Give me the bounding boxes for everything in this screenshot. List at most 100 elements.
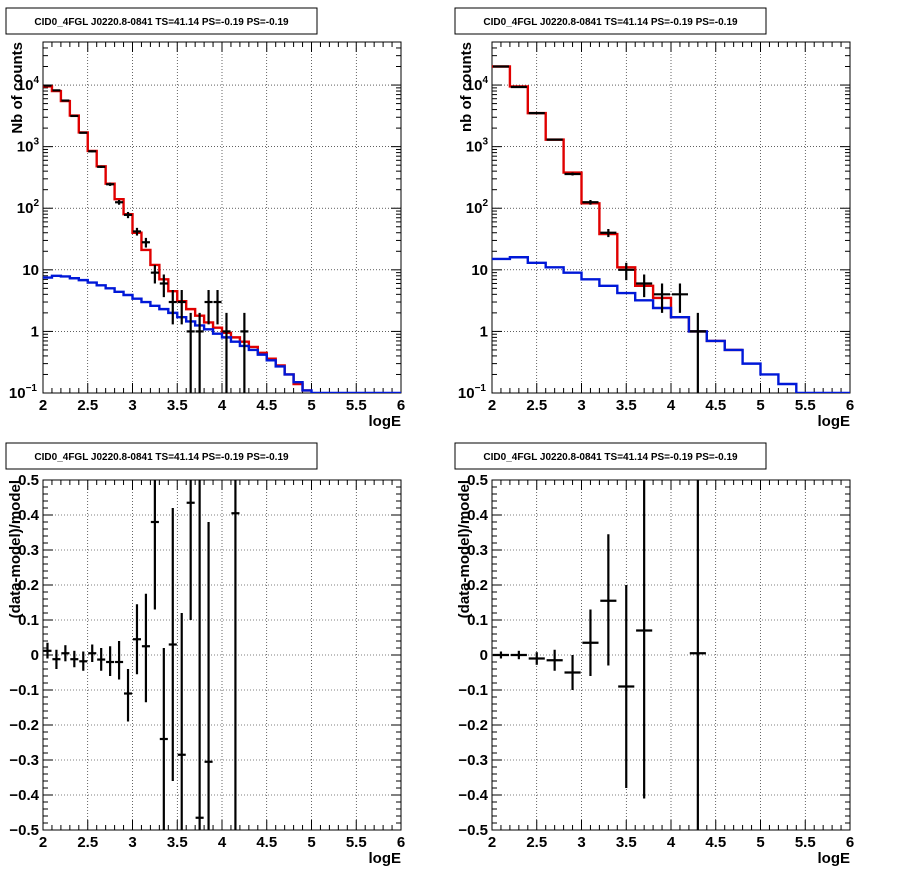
x-tick-label: 5 xyxy=(756,834,764,851)
axis-ticks xyxy=(491,479,851,831)
x-tick-label: 5 xyxy=(307,834,315,851)
x-tick-label: 2.5 xyxy=(77,834,98,851)
y-tick-base: 10 xyxy=(466,200,483,217)
y-tick-label: 0.5 xyxy=(467,472,488,489)
plot-title-box xyxy=(454,7,767,35)
data-point xyxy=(546,138,563,141)
grid xyxy=(43,480,401,830)
y-tick-exponent: 4 xyxy=(482,75,488,86)
x-tick-label: 2.5 xyxy=(526,834,547,851)
y-tick-label: 10−1 xyxy=(458,383,487,402)
y-tick-exponent: 2 xyxy=(482,198,488,209)
data-point xyxy=(106,182,115,186)
x-tick-label: 4 xyxy=(667,834,676,851)
plot-title: CID0_4FGL J0220.8-0841 TS=41.14 PS=-0.19… xyxy=(483,17,738,28)
data-point xyxy=(115,641,124,680)
y-tick-label: 103 xyxy=(466,137,489,156)
plot-title: CID0_4FGL J0220.8-0841 TS=41.14 PS=-0.19… xyxy=(483,452,738,463)
data-point xyxy=(159,274,168,298)
data-point xyxy=(618,262,635,281)
data-point xyxy=(564,655,581,690)
data-point xyxy=(240,312,249,393)
data-point xyxy=(528,112,545,115)
y-tick-exponent: −1 xyxy=(475,383,487,394)
data-point xyxy=(168,508,177,781)
data-point xyxy=(61,99,70,102)
x-tick-label: 3 xyxy=(577,397,585,414)
y-tick-label: 0.2 xyxy=(18,577,39,594)
y-tick-label: 1 xyxy=(480,323,488,340)
axis-ticks xyxy=(42,41,402,394)
data-point xyxy=(150,264,159,284)
data-point xyxy=(79,131,88,134)
y-tick-label: −0.3 xyxy=(9,752,39,769)
data-point xyxy=(132,604,142,675)
data-point xyxy=(618,585,635,788)
y-tick-label: 0 xyxy=(31,647,39,664)
plot-area xyxy=(43,480,240,830)
data-point xyxy=(186,480,195,620)
x-tick-label: 3.5 xyxy=(616,834,637,851)
x-tick-label: 2 xyxy=(488,834,496,851)
y-tick-base: 10 xyxy=(17,200,34,217)
data-point xyxy=(231,480,240,830)
data-point xyxy=(600,229,617,238)
x-tick-label: 2.5 xyxy=(77,397,98,414)
plot-frame xyxy=(42,41,402,394)
x-tick-label: 3.5 xyxy=(167,397,188,414)
x-tick-label: 3 xyxy=(128,397,136,414)
data-point xyxy=(564,172,581,176)
plot-area xyxy=(492,65,850,393)
y-tick-label: 0.4 xyxy=(467,507,489,524)
y-tick-label: 10 xyxy=(471,262,488,279)
data-point xyxy=(492,65,510,68)
plot-title-box xyxy=(454,442,767,470)
y-axis-title: (data-model)/model xyxy=(456,480,473,618)
grid xyxy=(43,42,401,393)
plot-title: CID0_4FGL J0220.8-0841 TS=41.14 PS=-0.19… xyxy=(34,17,289,28)
y-tick-label: 1 xyxy=(31,323,39,340)
x-tick-label: 3 xyxy=(128,834,136,851)
data-point xyxy=(510,650,527,660)
plot-title-box xyxy=(5,7,318,35)
data-point xyxy=(70,650,79,668)
x-tick-label: 6 xyxy=(846,397,854,414)
x-tick-label: 5 xyxy=(307,397,315,414)
y-tick-label: −0.3 xyxy=(458,752,488,769)
y-tick-label: 0.2 xyxy=(467,577,488,594)
data-point xyxy=(204,522,213,830)
y-tick-label: 0.1 xyxy=(467,612,488,629)
y-tick-exponent: 4 xyxy=(33,75,39,86)
data-point xyxy=(97,165,106,168)
y-tick-exponent: 3 xyxy=(482,137,488,148)
x-tick-label: 2.5 xyxy=(526,397,547,414)
data-point xyxy=(213,290,222,325)
data-point xyxy=(123,669,133,722)
plot-area xyxy=(492,480,706,830)
x-tick-label: 5.5 xyxy=(795,834,816,851)
x-tick-label: 2 xyxy=(488,397,496,414)
x-axis-title: logE xyxy=(818,850,851,867)
x-tick-label: 2 xyxy=(39,834,47,851)
x-tick-label: 4 xyxy=(218,397,227,414)
plot-frame xyxy=(491,41,851,394)
y-tick-label: 0 xyxy=(480,647,488,664)
axis-ticks xyxy=(491,41,851,394)
x-tick-label: 4 xyxy=(667,397,676,414)
data-point xyxy=(141,593,150,703)
data-point xyxy=(222,312,231,393)
y-tick-label: −0.4 xyxy=(9,787,39,804)
x-axis-title: logE xyxy=(369,413,402,430)
data-point xyxy=(528,652,545,665)
plot-title: CID0_4FGL J0220.8-0841 TS=41.14 PS=-0.19… xyxy=(34,452,289,463)
grid xyxy=(492,480,850,830)
y-tick-base: 10 xyxy=(9,385,26,402)
data-point xyxy=(600,534,617,666)
data-point xyxy=(70,114,79,118)
data-point xyxy=(115,200,124,205)
x-tick-label: 4.5 xyxy=(705,397,726,414)
y-tick-label: 102 xyxy=(466,198,489,217)
data-point xyxy=(653,283,671,313)
data-point xyxy=(186,312,195,393)
x-tick-label: 3.5 xyxy=(167,834,188,851)
